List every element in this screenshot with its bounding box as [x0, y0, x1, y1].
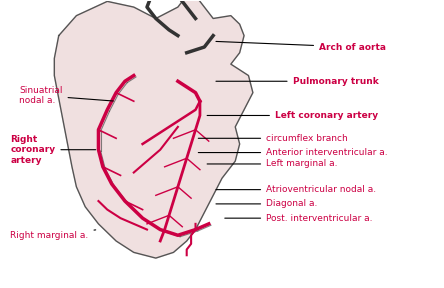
- Text: Right marginal a.: Right marginal a.: [10, 230, 96, 240]
- Text: Pulmonary trunk: Pulmonary trunk: [216, 77, 378, 86]
- Text: Left coronary artery: Left coronary artery: [207, 111, 378, 120]
- Text: Sinuatrial
nodal a.: Sinuatrial nodal a.: [19, 86, 113, 105]
- Text: Diagonal a.: Diagonal a.: [216, 199, 317, 209]
- Text: Arch of aorta: Arch of aorta: [216, 41, 386, 52]
- Text: Left marginal a.: Left marginal a.: [207, 160, 337, 168]
- Polygon shape: [54, 0, 253, 258]
- Text: Atrioventricular nodal a.: Atrioventricular nodal a.: [216, 185, 376, 194]
- Text: Anterior interventricular a.: Anterior interventricular a.: [198, 148, 388, 157]
- Text: Right
coronary
artery: Right coronary artery: [10, 135, 96, 165]
- Text: circumflex branch: circumflex branch: [198, 134, 348, 143]
- Text: Post. interventricular a.: Post. interventricular a.: [225, 214, 373, 223]
